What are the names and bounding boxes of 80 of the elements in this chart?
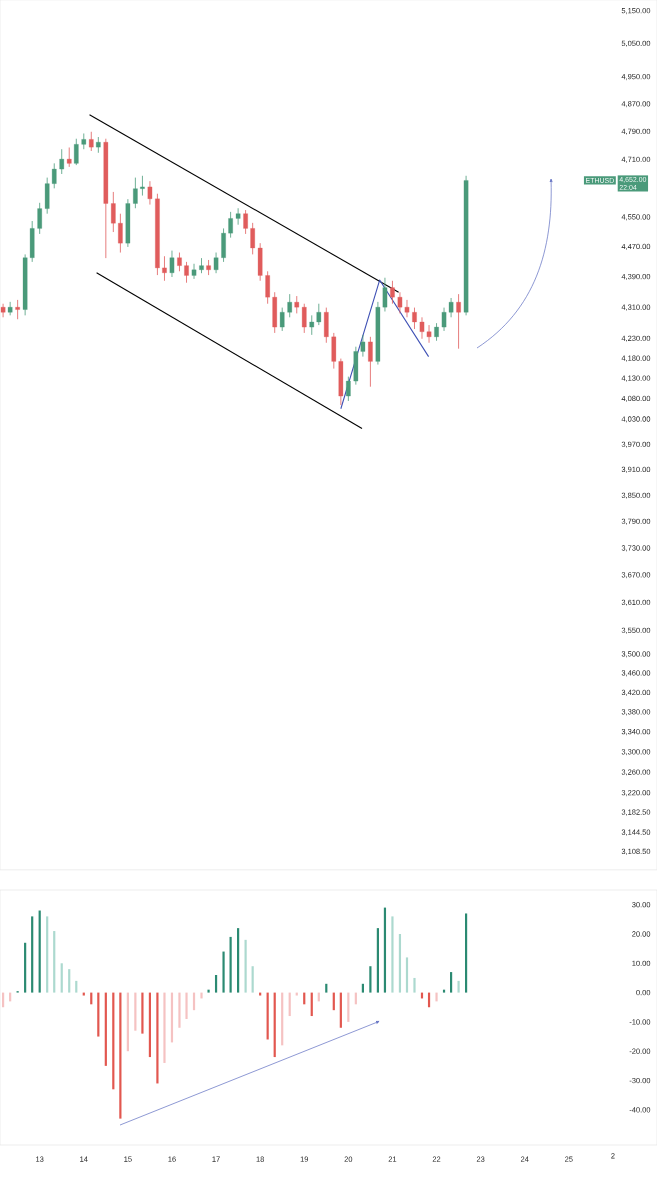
candlestick [191, 263, 197, 280]
candlestick [15, 299, 20, 320]
bar [361, 983, 364, 993]
bar [46, 916, 49, 993]
bar [325, 983, 328, 993]
bar [163, 992, 166, 1063]
bar [97, 992, 100, 1037]
bar [156, 992, 159, 1084]
bar [200, 992, 203, 999]
bar [126, 992, 129, 1052]
candlestick [243, 209, 248, 235]
candlestick [89, 131, 94, 152]
candlestick [0, 303, 6, 318]
candlestick [228, 211, 233, 239]
bar [391, 916, 394, 993]
candlestick [59, 148, 64, 175]
bar [148, 992, 152, 1058]
bar [24, 942, 27, 993]
bar [104, 992, 107, 1066]
bar [339, 992, 342, 1028]
candlestick [66, 147, 72, 168]
bar [435, 992, 438, 1002]
bar [464, 913, 468, 993]
bar [237, 928, 240, 993]
bar [119, 992, 122, 1119]
bar [259, 992, 262, 996]
candlestick [7, 301, 13, 316]
bar [185, 992, 188, 1019]
candlestick [368, 336, 373, 388]
candlestick [213, 252, 219, 274]
bar [347, 992, 350, 1022]
candlestick [412, 307, 417, 330]
bar [75, 980, 78, 993]
bar [229, 936, 232, 993]
bar [398, 933, 402, 993]
candlestick [111, 191, 116, 233]
bar [207, 989, 210, 993]
bar [449, 972, 453, 993]
bar [281, 992, 284, 1046]
candlestick [118, 213, 123, 253]
candlestick [147, 180, 153, 205]
candlestick [250, 222, 255, 255]
candlestick [162, 255, 167, 282]
bar [222, 951, 225, 993]
bar [134, 992, 137, 1031]
bar [60, 963, 63, 993]
candlestick [279, 307, 285, 332]
candlestick [169, 250, 175, 278]
bar [413, 977, 416, 993]
candlestick [184, 261, 189, 284]
bar [82, 992, 85, 996]
candlestick [235, 207, 241, 226]
bar [31, 916, 34, 993]
bar [112, 992, 115, 1090]
bar [68, 969, 71, 993]
bar [376, 928, 379, 993]
candlestick [265, 270, 270, 305]
candlestick [37, 202, 42, 235]
bar [442, 989, 446, 993]
bar [383, 907, 387, 993]
bar [53, 931, 56, 993]
bar [295, 992, 298, 996]
candlestick [287, 293, 292, 318]
candlestick [456, 293, 461, 350]
bar [273, 992, 276, 1058]
bar [244, 939, 247, 993]
bar [214, 975, 218, 993]
candlestick [390, 280, 395, 305]
bar [178, 992, 181, 1028]
bar [457, 980, 460, 993]
candlestick [133, 177, 138, 209]
bar [405, 957, 409, 993]
candlestick [74, 138, 79, 166]
bar [38, 910, 41, 993]
bar [141, 992, 144, 1034]
bar [251, 966, 254, 993]
candlestick [346, 376, 351, 402]
candlestick [177, 252, 182, 272]
candlestick [140, 175, 145, 196]
bar [369, 966, 372, 993]
